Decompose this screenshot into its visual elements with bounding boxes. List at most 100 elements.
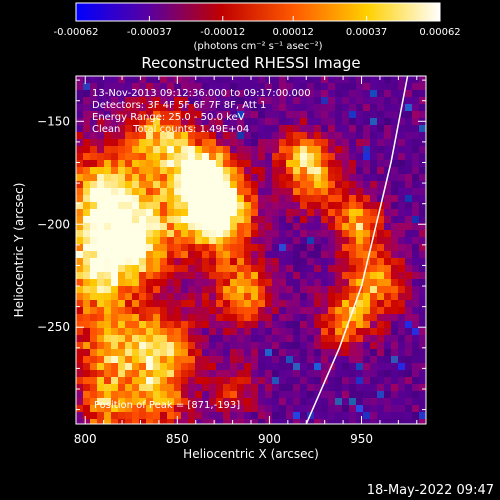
heatmap-cell xyxy=(251,83,258,90)
annotation-detectors: Detectors: 3F 4F 5F 6F 7F 8F, Att 1 xyxy=(92,100,266,111)
heatmap-cell xyxy=(125,244,132,251)
heatmap-cell xyxy=(195,342,202,349)
heatmap-cell xyxy=(125,195,132,202)
heatmap-cell xyxy=(398,321,405,328)
heatmap-cell xyxy=(265,104,272,111)
heatmap-cell xyxy=(328,90,335,97)
heatmap-cell xyxy=(216,181,223,188)
heatmap-cell xyxy=(258,223,265,230)
heatmap-cell xyxy=(314,307,321,314)
heatmap-cell xyxy=(412,419,419,424)
heatmap-cell xyxy=(370,139,377,146)
heatmap-cell xyxy=(132,370,139,377)
heatmap-cell xyxy=(391,244,398,251)
heatmap-cell xyxy=(90,356,97,363)
heatmap-cell xyxy=(412,195,419,202)
heatmap-cell xyxy=(188,244,195,251)
heatmap-cell xyxy=(321,272,328,279)
heatmap-cell xyxy=(125,174,132,181)
heatmap-cell xyxy=(111,76,118,83)
heatmap-cell xyxy=(356,370,363,377)
heatmap-cell xyxy=(76,132,83,139)
heatmap-cell xyxy=(118,223,125,230)
heatmap-cell xyxy=(111,321,118,328)
heatmap-cell xyxy=(286,286,293,293)
heatmap-cell xyxy=(307,104,314,111)
heatmap-cell xyxy=(328,146,335,153)
heatmap-cell xyxy=(314,202,321,209)
heatmap-cell xyxy=(251,391,258,398)
heatmap-cell xyxy=(223,265,230,272)
heatmap-cell xyxy=(167,223,174,230)
heatmap-cell xyxy=(174,195,181,202)
heatmap-cell xyxy=(181,377,188,384)
heatmap-cell xyxy=(90,118,97,125)
heatmap-cell xyxy=(195,76,202,83)
heatmap-cell xyxy=(412,258,419,265)
heatmap-cell xyxy=(335,265,342,272)
heatmap-cell xyxy=(419,321,426,328)
heatmap-cell xyxy=(405,251,412,258)
heatmap-cell xyxy=(300,356,307,363)
heatmap-cell xyxy=(412,76,419,83)
heatmap-cell xyxy=(237,251,244,258)
heatmap-cell xyxy=(419,188,426,195)
heatmap-cell xyxy=(321,83,328,90)
heatmap-cell xyxy=(349,118,356,125)
heatmap-cell xyxy=(90,76,97,83)
heatmap-cell xyxy=(139,118,146,125)
heatmap-cell xyxy=(153,118,160,125)
heatmap-cell xyxy=(279,398,286,405)
heatmap-cell xyxy=(363,272,370,279)
heatmap-cell xyxy=(307,118,314,125)
heatmap-cell xyxy=(265,412,272,419)
heatmap-cell xyxy=(307,209,314,216)
heatmap-cell xyxy=(258,377,265,384)
heatmap-cell xyxy=(335,181,342,188)
heatmap-cell xyxy=(398,363,405,370)
heatmap-cell xyxy=(139,377,146,384)
heatmap-cell xyxy=(146,300,153,307)
heatmap-cell xyxy=(153,202,160,209)
heatmap-cell xyxy=(251,139,258,146)
heatmap-cell xyxy=(160,398,167,405)
heatmap-cell xyxy=(405,370,412,377)
heatmap-cell xyxy=(209,286,216,293)
heatmap-cell xyxy=(244,251,251,258)
heatmap-cell xyxy=(153,370,160,377)
heatmap-cell xyxy=(258,349,265,356)
heatmap-cell xyxy=(90,160,97,167)
heatmap-cell xyxy=(398,286,405,293)
heatmap-cell xyxy=(314,314,321,321)
heatmap-cell xyxy=(286,307,293,314)
heatmap-cell xyxy=(307,216,314,223)
heatmap-cell xyxy=(335,419,342,424)
heatmap-cell xyxy=(188,146,195,153)
heatmap-cell xyxy=(244,146,251,153)
heatmap-cell xyxy=(209,146,216,153)
heatmap-cell xyxy=(377,370,384,377)
heatmap-cell xyxy=(258,405,265,412)
heatmap-cell xyxy=(146,335,153,342)
heatmap-cell xyxy=(132,251,139,258)
heatmap-cell xyxy=(195,83,202,90)
heatmap-cell xyxy=(363,223,370,230)
heatmap-cell xyxy=(153,307,160,314)
heatmap-cell xyxy=(363,370,370,377)
heatmap-cell xyxy=(167,384,174,391)
heatmap-cell xyxy=(237,188,244,195)
heatmap-cell xyxy=(279,335,286,342)
heatmap-cell xyxy=(76,370,83,377)
heatmap-cell xyxy=(111,237,118,244)
heatmap-cell xyxy=(104,97,111,104)
heatmap-cell xyxy=(419,300,426,307)
heatmap-cell xyxy=(363,146,370,153)
heatmap-cell xyxy=(286,111,293,118)
heatmap-cell xyxy=(118,118,125,125)
heatmap-cell xyxy=(251,195,258,202)
heatmap-cell xyxy=(405,244,412,251)
heatmap-cell xyxy=(251,419,258,424)
heatmap-cell xyxy=(90,90,97,97)
heatmap-cell xyxy=(377,153,384,160)
heatmap-cell xyxy=(384,370,391,377)
